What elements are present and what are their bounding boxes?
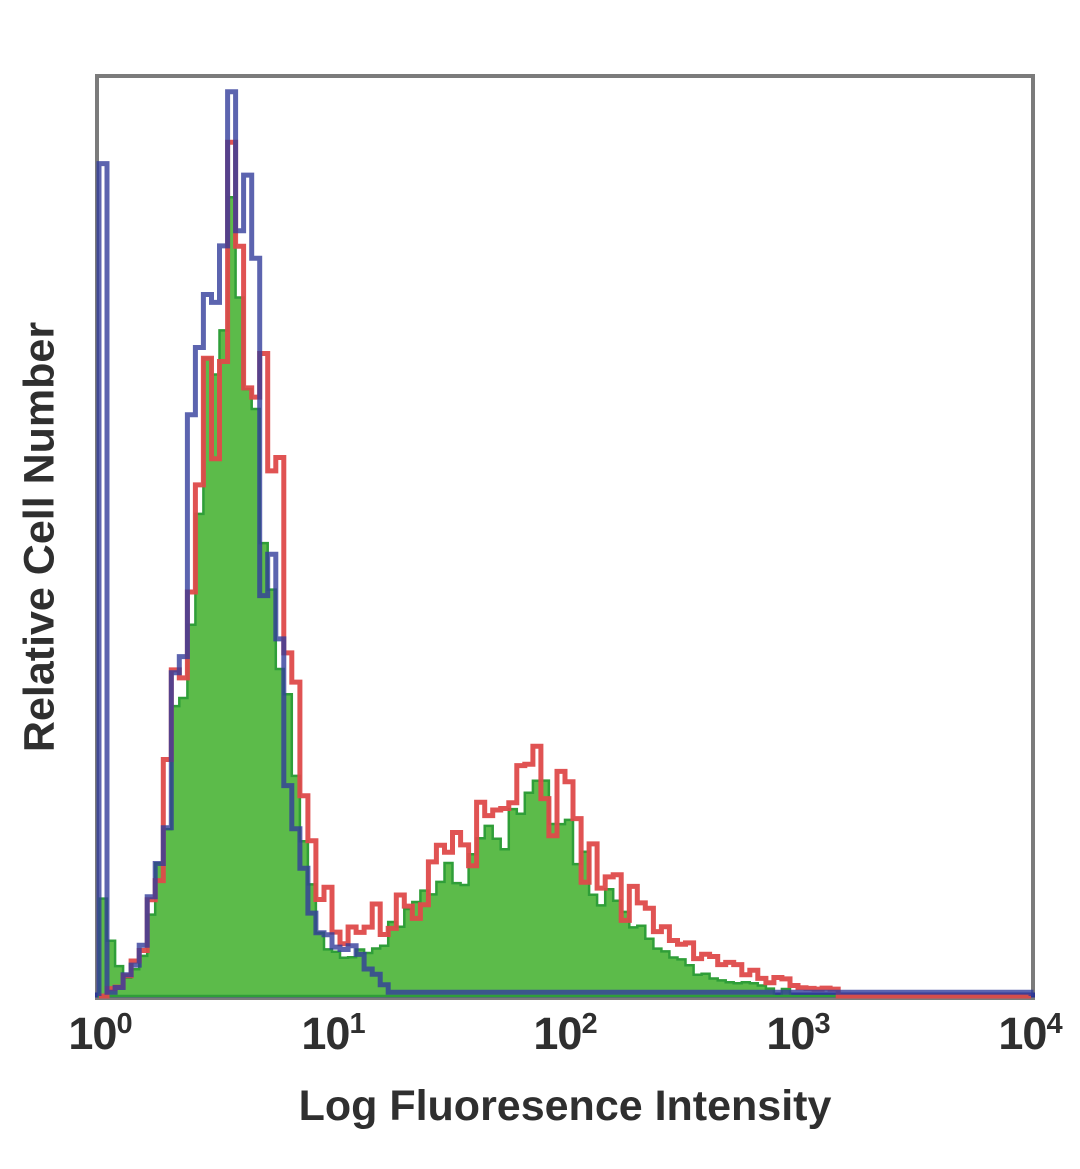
x-tick-10e4: 104 (998, 1008, 1062, 1060)
x-tick-10e1-base: 10 (301, 1008, 350, 1059)
green-filled-histogram (97, 196, 1031, 998)
x-tick-10e0: 100 (68, 1008, 132, 1060)
blue-outline-histogram (96, 89, 1034, 996)
x-tick-10e2-exp: 2 (581, 1008, 597, 1040)
y-axis-label: Relative Cell Number (15, 321, 64, 753)
red-outline-histogram (99, 139, 1031, 999)
x-tick-10e2-base: 10 (533, 1008, 582, 1059)
x-tick-10e3-exp: 3 (814, 1008, 830, 1040)
x-tick-10e2: 102 (533, 1008, 597, 1060)
x-tick-10e3: 103 (766, 1008, 830, 1060)
x-tick-10e1: 101 (301, 1008, 365, 1060)
x-tick-10e0-base: 10 (68, 1008, 117, 1059)
x-axis-label: Log Fluoresence Intensity (298, 1082, 832, 1130)
x-tick-10e4-base: 10 (998, 1008, 1047, 1059)
x-tick-10e3-base: 10 (766, 1008, 815, 1059)
x-tick-10e1-exp: 1 (349, 1008, 365, 1040)
x-tick-10e0-exp: 0 (116, 1008, 132, 1040)
x-tick-10e4-exp: 4 (1046, 1008, 1062, 1040)
